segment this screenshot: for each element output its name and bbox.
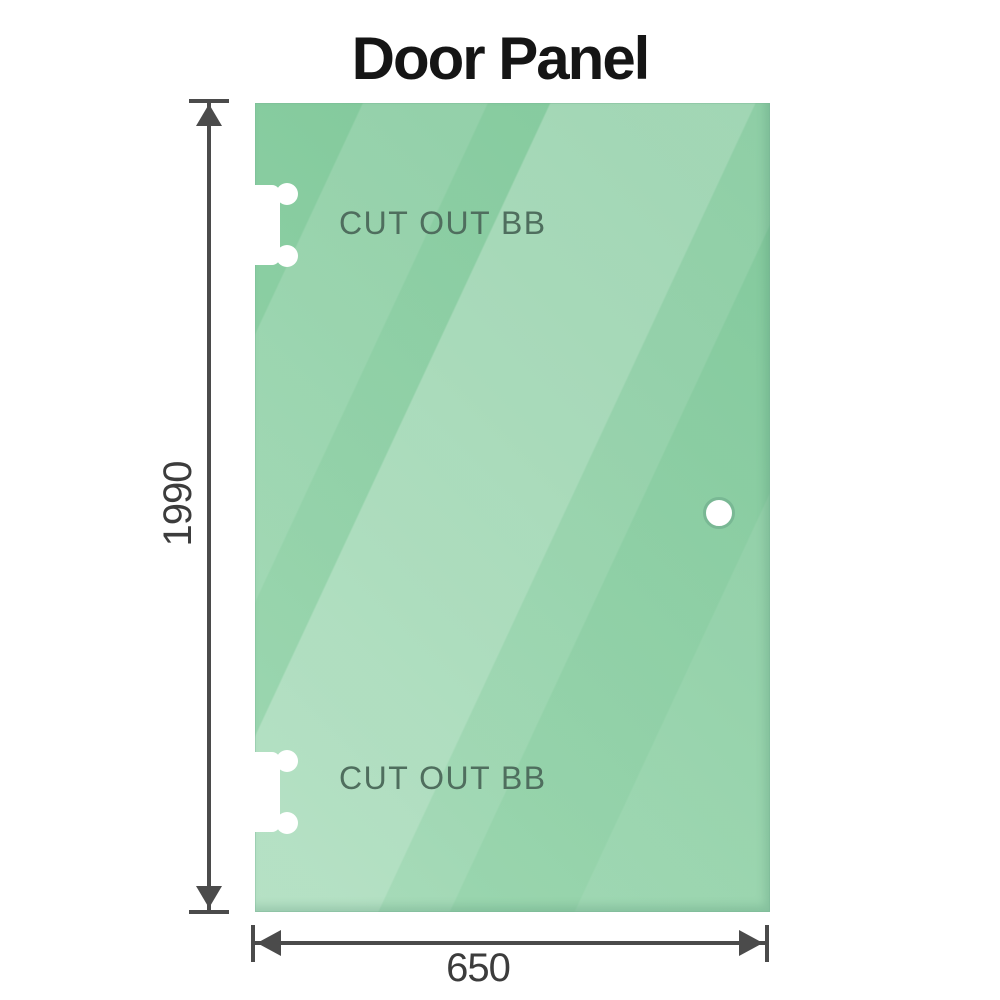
width-dimension-line	[255, 941, 765, 945]
hinge-cutout-bottom-icon	[253, 750, 298, 834]
dimension-cap-bottom	[189, 910, 229, 914]
cutout-label-bottom: CUT OUT BB	[339, 760, 547, 796]
handle-hole	[703, 497, 735, 529]
diagram-title: Door Panel	[351, 25, 651, 92]
dimension-tick-left	[251, 925, 255, 962]
dimension-tick-right	[765, 925, 769, 962]
height-dimension-line	[207, 103, 211, 911]
glass-panel: CUT OUT BB CUT OUT BB	[253, 103, 770, 912]
cutout-label-top: CUT OUT BB	[339, 205, 547, 241]
arrow-right-icon	[739, 930, 763, 956]
hinge-cutout-top-icon	[253, 183, 298, 267]
arrow-down-icon	[196, 886, 222, 908]
height-dimension-label: 1990	[156, 461, 200, 547]
dimension-cap-top	[189, 99, 229, 103]
width-dimension-label: 650	[446, 946, 511, 990]
arrow-left-icon	[257, 930, 281, 956]
arrow-up-icon	[196, 104, 222, 126]
